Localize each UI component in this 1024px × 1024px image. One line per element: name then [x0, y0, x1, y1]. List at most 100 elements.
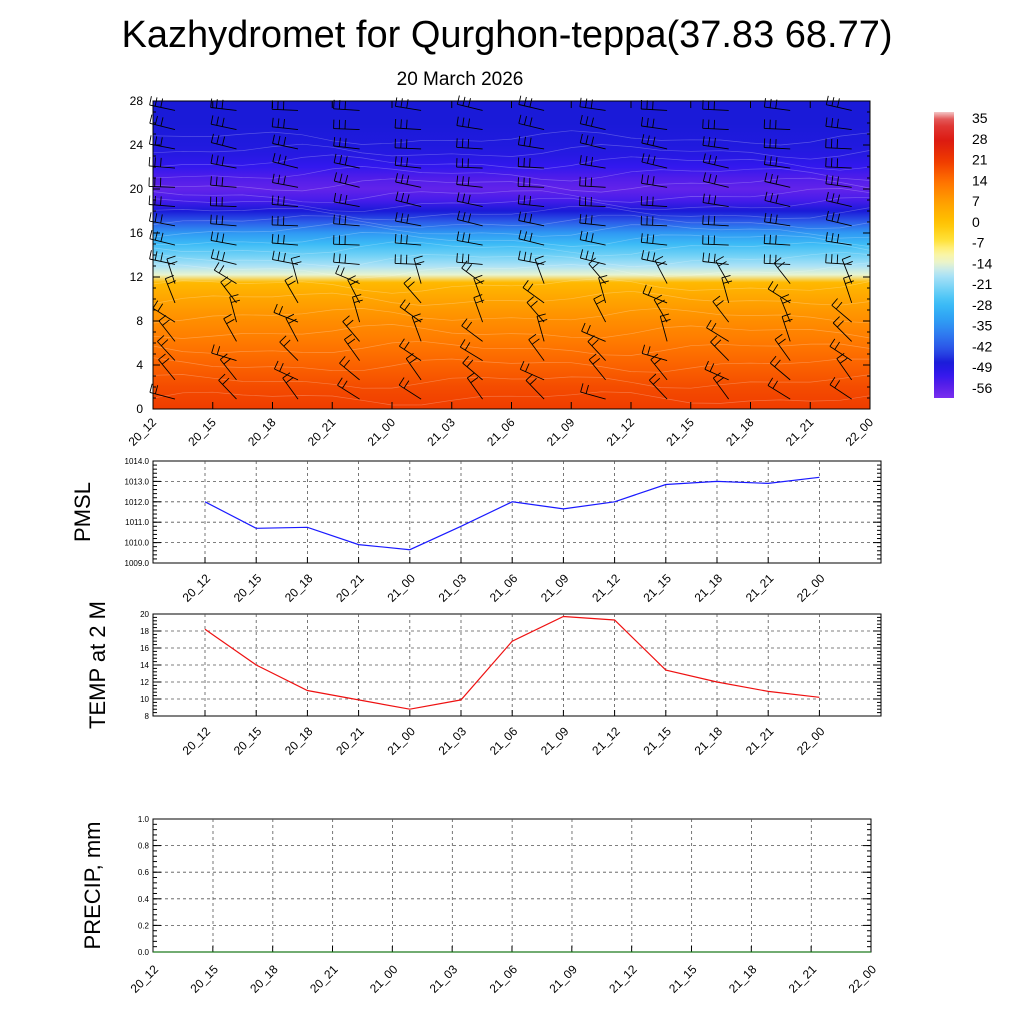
- ytick-label: 0.6: [138, 868, 150, 877]
- wind-barb-shaft: [518, 259, 545, 265]
- wind-barb-shaft: [395, 127, 422, 131]
- wind-barb-flag: [579, 133, 583, 143]
- wind-barb-flag: [526, 296, 534, 303]
- contour-line: [152, 340, 871, 356]
- wind-barb-shaft: [580, 123, 606, 131]
- xtick-label: 21_18: [723, 415, 757, 449]
- wind-barb-flag: [646, 251, 650, 261]
- wind-barb-flag: [702, 215, 704, 225]
- wind-barb-shaft: [767, 385, 791, 400]
- wind-barb-flag: [579, 249, 584, 259]
- wind-barb-shaft: [702, 243, 729, 246]
- wind-barb-flag: [287, 280, 296, 286]
- wind-barb-flag: [277, 234, 280, 244]
- wind-barb-flag: [343, 359, 350, 368]
- colorbar-label: -42: [972, 338, 992, 354]
- wind-barb-flag: [154, 213, 158, 223]
- wind-barb-flag: [579, 114, 583, 124]
- wind-barb-shaft: [460, 346, 483, 361]
- wind-barb-flag: [277, 195, 280, 205]
- wind-barb-shaft: [764, 221, 791, 227]
- wind-barb-flag: [467, 194, 471, 204]
- wind-barb-flag: [467, 254, 470, 264]
- contour-line: [152, 391, 871, 406]
- wind-barb-shaft: [461, 325, 483, 342]
- wind-barb-flag: [702, 252, 705, 262]
- wind-barb-flag: [837, 194, 840, 204]
- wind-barb-flag: [210, 249, 214, 259]
- wind-barb-flag: [646, 196, 648, 206]
- ytick-label: 4: [136, 358, 143, 372]
- wind-barb-flag: [763, 138, 766, 148]
- wind-barb-flag: [536, 261, 546, 266]
- wind-barb-flag: [646, 117, 649, 127]
- wind-barb-flag: [413, 255, 423, 260]
- wind-barb-flag: [277, 118, 280, 128]
- wind-barb-shaft: [702, 202, 729, 208]
- wind-barb-flag: [585, 98, 588, 108]
- wind-barb-shaft: [843, 278, 853, 304]
- wind-barb-flag: [842, 255, 851, 260]
- wind-barb-flag: [652, 377, 661, 385]
- wind-barb-flag: [836, 118, 839, 128]
- wind-barb-flag: [160, 339, 169, 347]
- wind-barb-shaft: [211, 142, 237, 150]
- wind-barb-shaft: [764, 262, 791, 265]
- xtick-label: 20_12: [128, 962, 162, 996]
- wind-barb-shaft: [149, 122, 176, 131]
- wind-barb-flag: [825, 210, 829, 220]
- wind-barb-flag: [467, 118, 471, 128]
- wind-barb-flag: [211, 344, 215, 354]
- wind-barb-flag: [271, 233, 274, 244]
- wind-barb-flag: [340, 267, 345, 276]
- wind-barb-flag: [523, 195, 526, 205]
- wind-barb-flag: [590, 233, 594, 243]
- wind-barb-flag: [529, 117, 533, 127]
- wind-barb-shaft: [641, 182, 668, 188]
- wind-barb-flag: [215, 176, 218, 186]
- wind-barb-flag: [475, 299, 485, 304]
- wind-barb-flag: [713, 372, 721, 379]
- wind-barb-shaft: [272, 182, 299, 188]
- wind-barb-flag: [149, 96, 152, 106]
- wind-barb-flag: [162, 319, 170, 326]
- ytick-label: 12: [140, 678, 149, 687]
- wind-barb-shaft: [825, 125, 852, 131]
- wind-barb-flag: [394, 156, 397, 166]
- xtick-label: 20_21: [333, 724, 367, 758]
- wind-barb-flag: [708, 194, 711, 204]
- wind-barb-flag: [461, 138, 464, 148]
- wind-barb-flag: [579, 214, 582, 224]
- wind-barb-flag: [640, 233, 643, 243]
- wind-barb-flag: [590, 156, 594, 166]
- wind-barb-flag: [825, 253, 827, 263]
- wind-barb-flag: [283, 252, 286, 262]
- wind-barb-shaft: [152, 307, 176, 323]
- wind-barb-flag: [466, 359, 474, 367]
- wind-barb-flag: [283, 339, 291, 347]
- wind-barb-flag: [160, 252, 164, 262]
- wind-barb-shaft: [825, 183, 852, 188]
- wind-barb-flag: [523, 136, 526, 146]
- wind-barb-flag: [213, 262, 220, 271]
- temp-2m-ylabel: TEMP at 2 M: [85, 601, 110, 729]
- colorbar: [934, 112, 954, 398]
- wind-barb-flag: [523, 115, 527, 126]
- wind-barb-flag: [226, 318, 235, 325]
- ytick-label: 8: [136, 314, 143, 328]
- wind-barb-flag: [344, 138, 347, 148]
- xtick-label: 20_15: [187, 962, 221, 996]
- wind-barb-flag: [714, 339, 722, 347]
- wind-barb-flag: [652, 100, 654, 110]
- wind-barb-flag: [590, 177, 593, 187]
- wind-barb-flag: [404, 302, 411, 311]
- wind-barb-shaft: [218, 379, 237, 400]
- wind-barb-flag: [713, 215, 716, 226]
- wind-barb-shaft: [395, 105, 422, 111]
- contour-line: [152, 205, 871, 221]
- wind-barb-shaft: [712, 301, 730, 323]
- cross-section-field: [153, 101, 870, 409]
- wind-barb-shaft: [580, 239, 606, 246]
- wind-barb-flag: [149, 114, 153, 124]
- wind-barb-shaft: [648, 379, 668, 400]
